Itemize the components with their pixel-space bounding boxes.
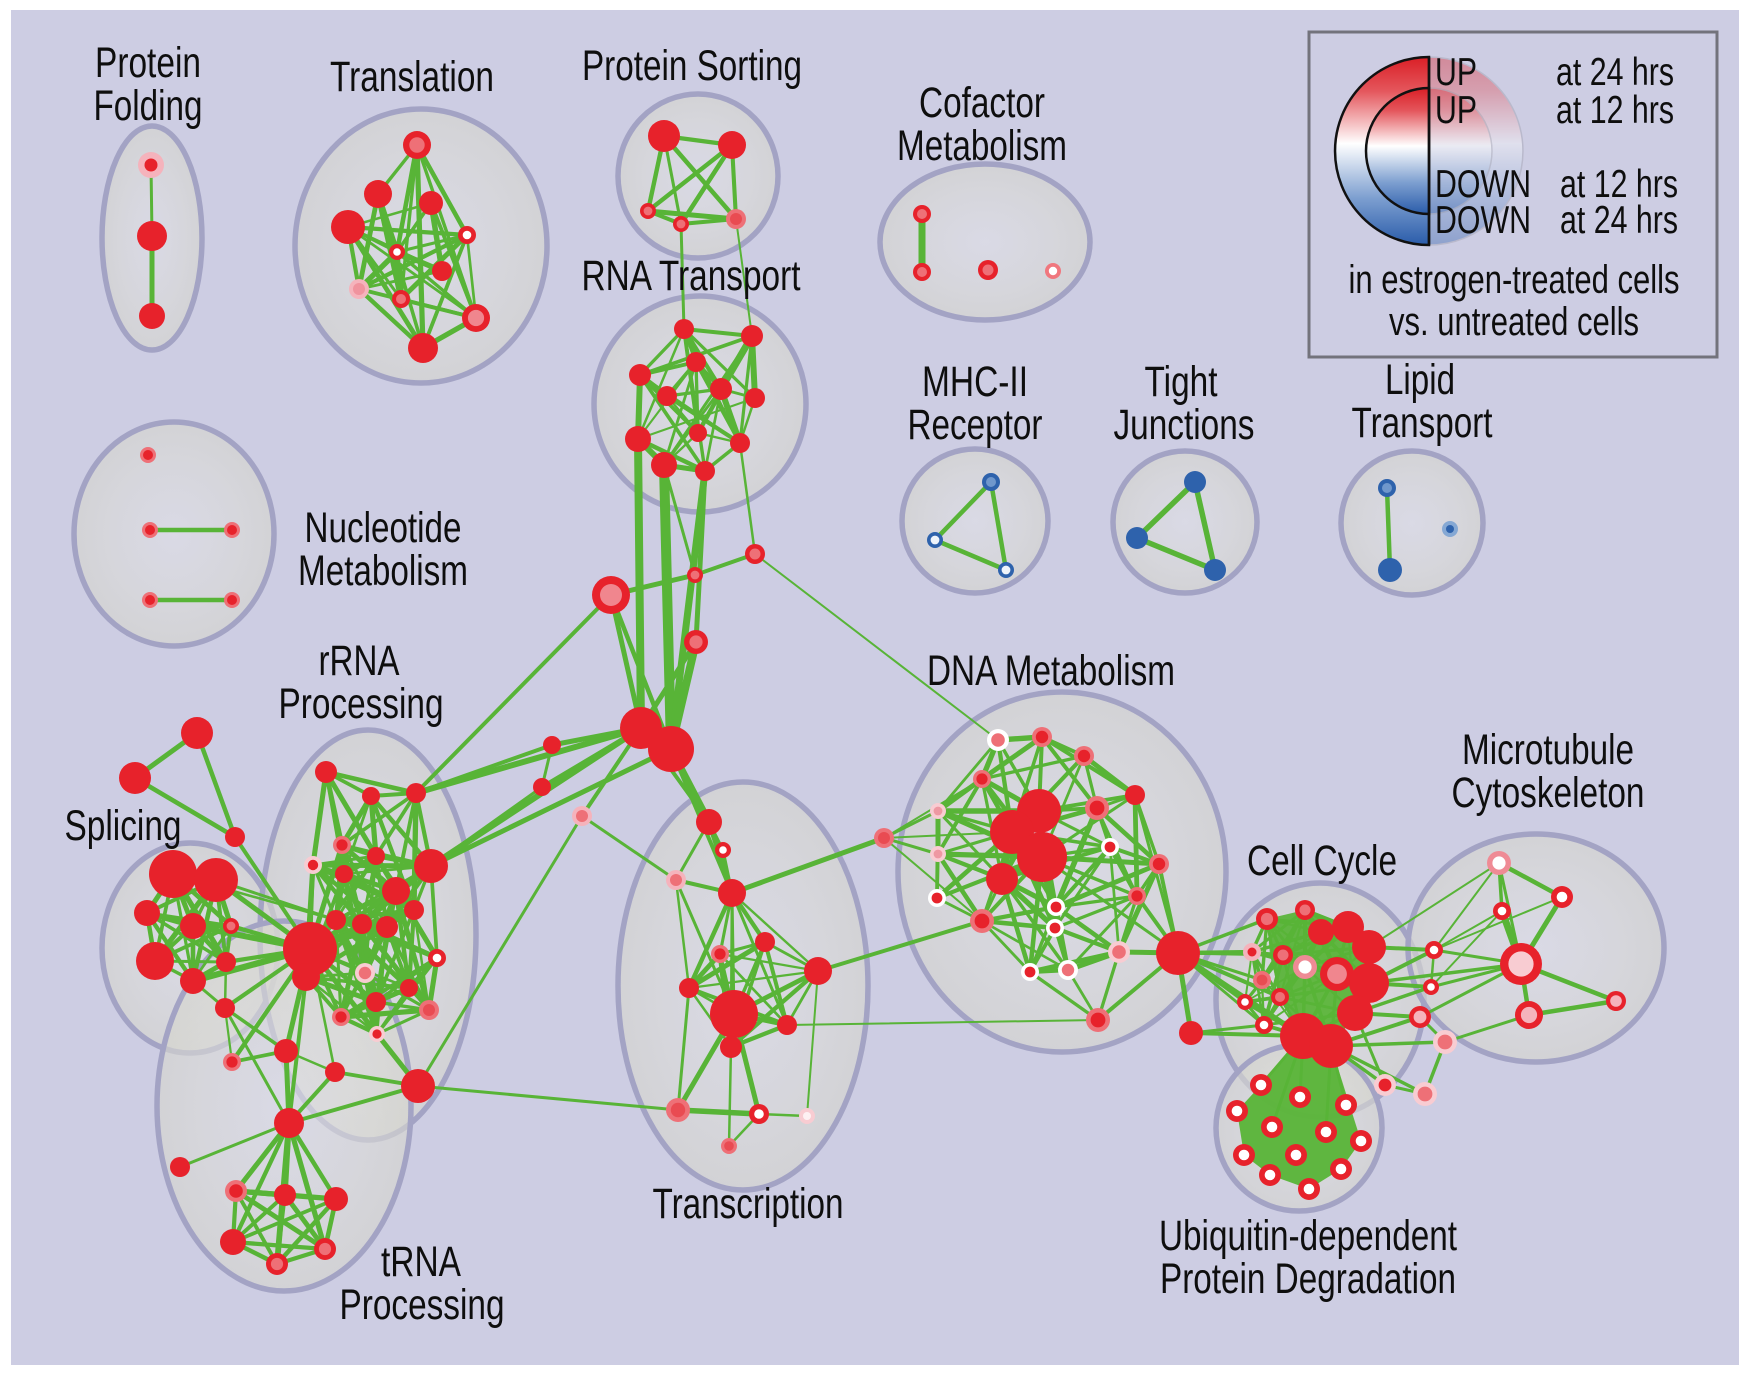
svg-text:in estrogen-treated cells: in estrogen-treated cells [1349, 258, 1680, 302]
svg-text:Cofactor: Cofactor [919, 79, 1045, 127]
svg-text:UP: UP [1435, 51, 1477, 94]
svg-text:at 12 hrs: at 12 hrs [1560, 163, 1678, 206]
svg-text:rRNA: rRNA [319, 637, 400, 685]
svg-text:Processing: Processing [340, 1281, 505, 1329]
svg-text:Receptor: Receptor [908, 401, 1043, 449]
svg-text:Metabolism: Metabolism [897, 122, 1067, 170]
svg-text:Protein: Protein [95, 39, 201, 87]
svg-text:Microtubule: Microtubule [1462, 726, 1634, 774]
svg-text:DOWN: DOWN [1435, 163, 1531, 206]
svg-text:vs. untreated cells: vs. untreated cells [1389, 300, 1639, 344]
svg-text:Splicing: Splicing [65, 802, 182, 850]
svg-text:Nucleotide: Nucleotide [305, 504, 462, 552]
svg-text:at 24 hrs: at 24 hrs [1556, 51, 1674, 94]
svg-text:Junctions: Junctions [1114, 401, 1255, 449]
svg-text:RNA Transport: RNA Transport [582, 252, 801, 300]
svg-text:DOWN: DOWN [1435, 199, 1531, 242]
svg-text:DNA Metabolism: DNA Metabolism [927, 647, 1175, 695]
svg-text:Processing: Processing [279, 680, 444, 728]
svg-text:Tight: Tight [1145, 358, 1218, 406]
svg-text:at 24 hrs: at 24 hrs [1560, 199, 1678, 242]
svg-text:Cell Cycle: Cell Cycle [1247, 837, 1397, 885]
svg-text:Transport: Transport [1352, 399, 1493, 447]
svg-text:Folding: Folding [94, 82, 203, 130]
svg-text:UP: UP [1435, 89, 1477, 132]
svg-text:Metabolism: Metabolism [298, 547, 468, 595]
svg-text:Translation: Translation [330, 53, 494, 101]
svg-text:tRNA: tRNA [381, 1238, 461, 1286]
svg-text:Lipid: Lipid [1385, 356, 1455, 404]
svg-text:Cytoskeleton: Cytoskeleton [1452, 769, 1645, 817]
svg-text:Protein Sorting: Protein Sorting [582, 42, 802, 90]
svg-text:Protein Degradation: Protein Degradation [1160, 1255, 1456, 1303]
svg-text:MHC-II: MHC-II [922, 358, 1028, 406]
svg-text:Transcription: Transcription [653, 1180, 844, 1228]
svg-text:Ubiquitin-dependent: Ubiquitin-dependent [1159, 1212, 1457, 1260]
svg-text:at 12 hrs: at 12 hrs [1556, 89, 1674, 132]
